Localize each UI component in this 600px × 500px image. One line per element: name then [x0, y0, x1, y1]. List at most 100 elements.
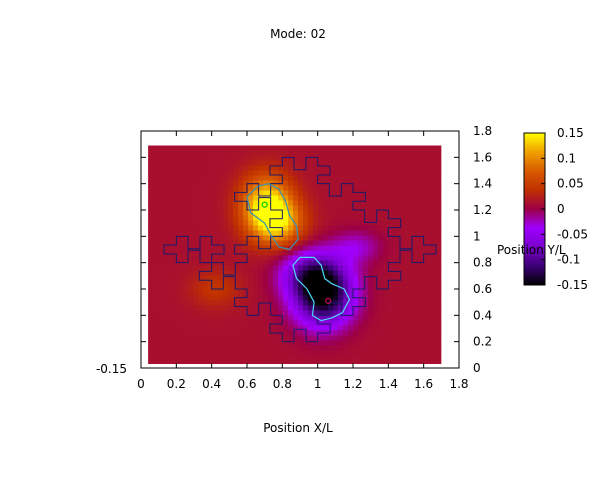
heatmap-cell — [193, 220, 199, 227]
heatmap-cell — [318, 195, 324, 202]
heatmap-cell — [208, 145, 214, 152]
heatmap-cell — [243, 335, 249, 342]
heatmap-cell — [163, 255, 169, 262]
heatmap-cell — [383, 270, 389, 277]
heatmap-cell — [228, 260, 234, 267]
heatmap-cell — [233, 230, 239, 237]
heatmap-cell — [218, 150, 224, 157]
heatmap-cell — [403, 220, 409, 227]
heatmap-cell — [388, 265, 394, 272]
heatmap-cell — [363, 165, 369, 172]
heatmap-cell — [418, 190, 424, 197]
heatmap-cell — [273, 345, 279, 352]
heatmap-cell — [388, 225, 394, 232]
heatmap-cell — [288, 300, 294, 307]
heatmap-cell — [178, 170, 184, 177]
heatmap-cell — [333, 295, 339, 302]
heatmap-cell — [258, 150, 264, 157]
heatmap-cell — [208, 200, 214, 207]
heatmap-cell — [263, 355, 269, 362]
heatmap-cell — [353, 240, 359, 247]
heatmap-cell — [278, 260, 284, 267]
heatmap-cell — [368, 215, 374, 222]
heatmap-cell — [358, 145, 364, 152]
heatmap-cell — [163, 350, 169, 357]
heatmap-cell — [273, 325, 279, 332]
heatmap-cell — [413, 350, 419, 357]
heatmap-cell — [268, 230, 274, 237]
heatmap-cell — [333, 220, 339, 227]
heatmap-cell — [338, 170, 344, 177]
heatmap-cell — [168, 225, 174, 232]
heatmap-cell — [238, 255, 244, 262]
heatmap-cell — [308, 240, 314, 247]
colorbar-tick-label: -0.1 — [557, 253, 580, 267]
heatmap-cell — [258, 345, 264, 352]
heatmap-cell — [368, 275, 374, 282]
heatmap-cell — [173, 260, 179, 267]
heatmap-cell — [248, 265, 254, 272]
heatmap-cell — [373, 250, 379, 257]
heatmap-cell — [198, 150, 204, 157]
heatmap-cell — [168, 180, 174, 187]
heatmap-cell — [393, 190, 399, 197]
heatmap-cell — [318, 190, 324, 197]
heatmap-cell — [163, 310, 169, 317]
heatmap-cell — [283, 355, 289, 362]
heatmap-cell — [308, 210, 314, 217]
heatmap-cell — [353, 290, 359, 297]
heatmap-cell — [428, 145, 434, 152]
heatmap-cell — [388, 260, 394, 267]
heatmap-cell — [183, 245, 189, 252]
heatmap-cell — [408, 330, 414, 337]
heatmap-cell — [233, 325, 239, 332]
z-axis-label: -0.15 — [96, 362, 127, 376]
heatmap-cell — [408, 285, 414, 292]
heatmap-cell — [318, 355, 324, 362]
heatmap-cell — [213, 290, 219, 297]
heatmap-cell — [363, 290, 369, 297]
heatmap-cell — [423, 320, 429, 327]
heatmap-cell — [408, 215, 414, 222]
heatmap-cell — [358, 280, 364, 287]
heatmap-cell — [323, 310, 329, 317]
heatmap-cell — [418, 320, 424, 327]
heatmap-cell — [208, 355, 214, 362]
heatmap-cell — [308, 355, 314, 362]
heatmap-cell — [183, 310, 189, 317]
heatmap-cell — [283, 335, 289, 342]
heatmap-field — [148, 145, 442, 365]
heatmap-cell — [413, 150, 419, 157]
heatmap-cell — [258, 190, 264, 197]
heatmap-cell — [373, 195, 379, 202]
heatmap-cell — [258, 215, 264, 222]
heatmap-cell — [353, 340, 359, 347]
heatmap-cell — [158, 195, 164, 202]
heatmap-cell — [188, 340, 194, 347]
heatmap-cell — [238, 225, 244, 232]
heatmap-cell — [283, 315, 289, 322]
heatmap-cell — [378, 205, 384, 212]
heatmap-cell — [183, 300, 189, 307]
heatmap-cell — [318, 290, 324, 297]
heatmap-cell — [368, 325, 374, 332]
heatmap-cell — [343, 245, 349, 252]
heatmap-cell — [363, 340, 369, 347]
heatmap-cell — [198, 175, 204, 182]
heatmap-cell — [373, 145, 379, 152]
heatmap-cell — [183, 295, 189, 302]
heatmap-cell — [298, 260, 304, 267]
heatmap-cell — [303, 315, 309, 322]
heatmap-cell — [278, 255, 284, 262]
heatmap-cell — [318, 240, 324, 247]
heatmap-cell — [353, 220, 359, 227]
heatmap-cell — [418, 300, 424, 307]
heatmap-cell — [358, 165, 364, 172]
heatmap-cell — [388, 180, 394, 187]
heatmap-cell — [348, 150, 354, 157]
heatmap-cell — [333, 265, 339, 272]
heatmap-cell — [338, 235, 344, 242]
heatmap-cell — [318, 280, 324, 287]
heatmap-cell — [343, 325, 349, 332]
heatmap-cell — [383, 265, 389, 272]
